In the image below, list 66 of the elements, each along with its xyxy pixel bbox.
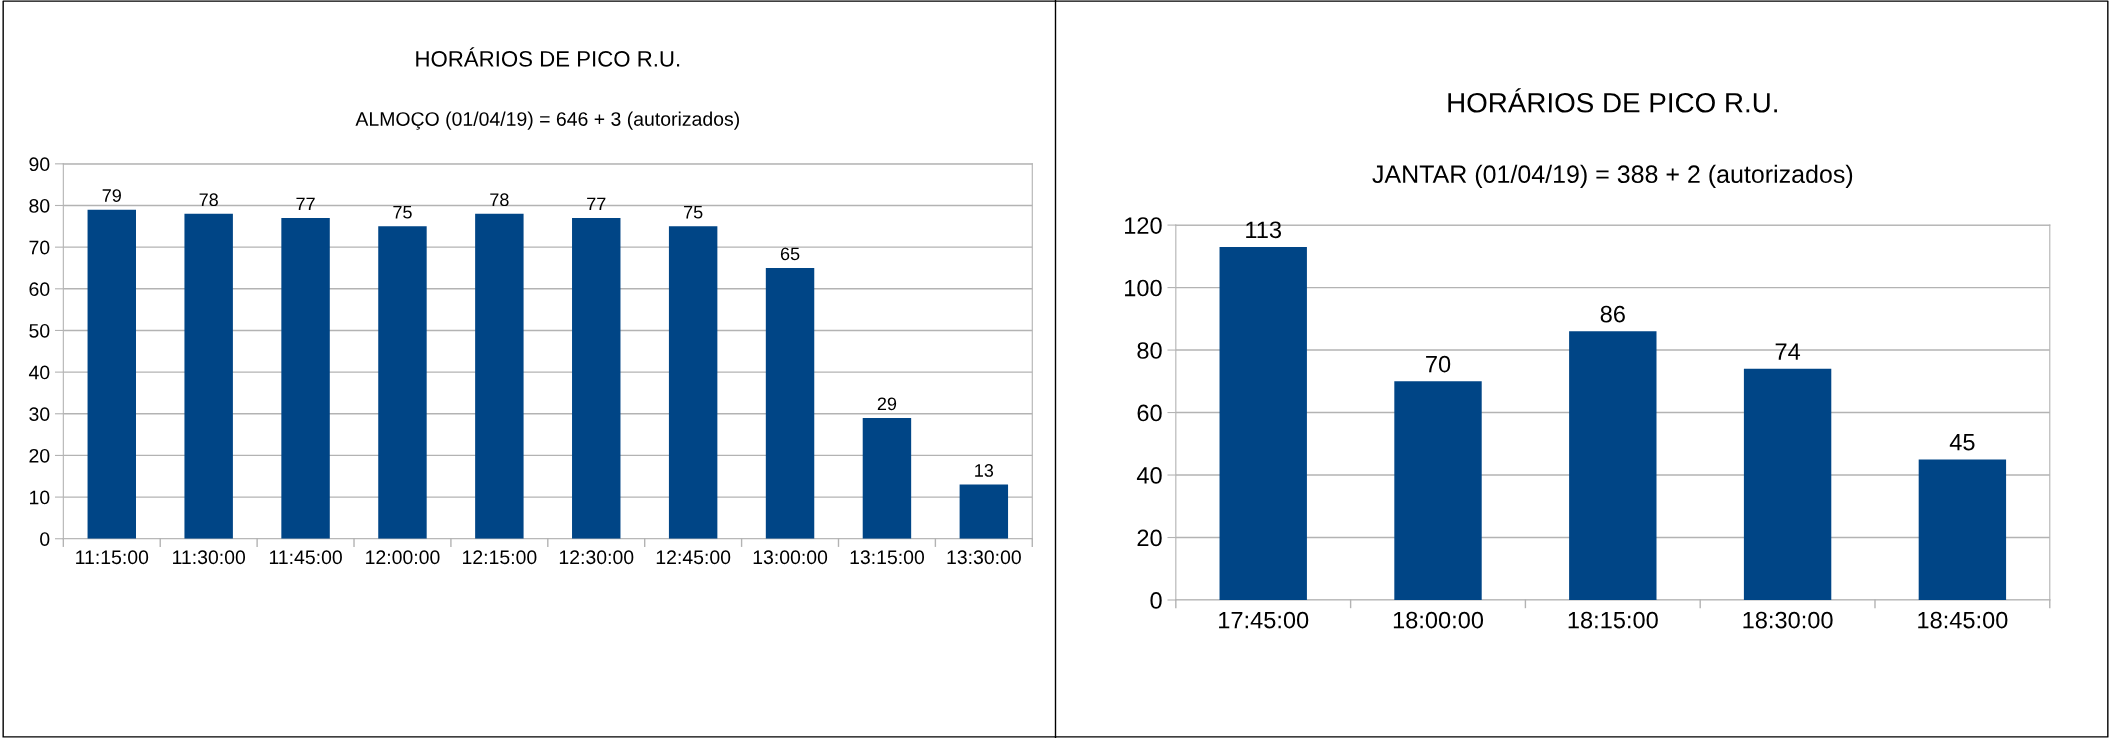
y-tick-label: 20: [1137, 529, 1162, 547]
data-label: 13: [975, 464, 994, 477]
x-tick-label: 12:15:00: [463, 550, 537, 565]
x-tick-label: 12:30:00: [559, 550, 634, 565]
chart-subtitle: JANTAR (01/04/19) = 388 + 2 (autorizados): [1372, 164, 1853, 188]
data-label: 113: [1246, 221, 1282, 239]
y-tick-label: 60: [29, 282, 50, 297]
x-tick-label: 17:45:00: [1219, 611, 1309, 629]
data-label: 78: [199, 193, 218, 207]
x-tick-label: 11:15:00: [76, 550, 149, 565]
data-label: 77: [587, 197, 606, 211]
bar: [572, 217, 621, 539]
bar: [668, 226, 718, 539]
bar: [475, 213, 524, 539]
bar: [281, 217, 330, 539]
data-label: 78: [490, 193, 509, 207]
bar: [862, 417, 912, 539]
y-tick-label: 120: [1125, 217, 1162, 234]
y-tick-label: 70: [29, 240, 50, 255]
y-tick-label: 20: [29, 448, 50, 463]
data-label: 79: [102, 189, 121, 202]
y-tick-label: 60: [1137, 404, 1162, 422]
data-label: 45: [1949, 434, 1975, 451]
y-tick-label: 30: [29, 407, 50, 422]
data-label: 77: [296, 197, 315, 211]
data-label: 65: [780, 247, 800, 261]
x-tick-label: 11:45:00: [269, 550, 342, 565]
bar: [378, 226, 427, 539]
x-tick-label: 18:45:00: [1918, 611, 2008, 629]
data-label: 29: [877, 397, 897, 411]
chart-title: HORÁRIOS DE PICO R.U.: [1448, 88, 1777, 113]
bar: [1918, 459, 2007, 600]
x-tick-label: 13:15:00: [850, 550, 925, 565]
data-label: 75: [393, 205, 412, 219]
bar: [1394, 381, 1482, 600]
bar: [959, 484, 1009, 539]
bar: [184, 213, 233, 539]
y-tick-label: 50: [29, 323, 50, 338]
x-tick-label: 18:00:00: [1393, 611, 1484, 629]
chart-subtitle: ALMOÇO (01/04/19) = 646 + 3 (autorizados): [355, 111, 739, 130]
data-label: 74: [1775, 343, 1801, 360]
y-tick-label: 0: [1150, 592, 1162, 609]
bar: [1569, 331, 1657, 600]
y-tick-label: 100: [1125, 279, 1162, 297]
bar: [1219, 246, 1307, 600]
y-tick-label: 0: [40, 532, 50, 546]
y-tick-label: 90: [29, 157, 50, 172]
x-tick-label: 13:30:00: [947, 550, 1021, 565]
bar: [765, 267, 815, 539]
data-label: 70: [1426, 355, 1451, 373]
x-tick-label: 11:30:00: [173, 550, 246, 565]
y-tick-label: 40: [28, 365, 50, 380]
x-tick-label: 12:00:00: [366, 550, 440, 565]
chart-title: HORÁRIOS DE PICO R.U.: [416, 47, 680, 67]
bar: [1743, 368, 1832, 600]
data-label: 86: [1600, 305, 1625, 323]
x-tick-label: 18:30:00: [1743, 611, 1833, 629]
x-tick-label: 13:00:00: [753, 550, 828, 565]
y-tick-label: 80: [29, 198, 50, 213]
data-label: 75: [684, 205, 703, 219]
y-tick-label: 80: [1137, 342, 1162, 359]
x-tick-label: 18:15:00: [1568, 611, 1658, 629]
y-tick-label: 10: [29, 490, 50, 505]
y-tick-label: 40: [1136, 467, 1162, 484]
x-tick-label: 12:45:00: [656, 550, 731, 565]
bar: [87, 209, 136, 539]
